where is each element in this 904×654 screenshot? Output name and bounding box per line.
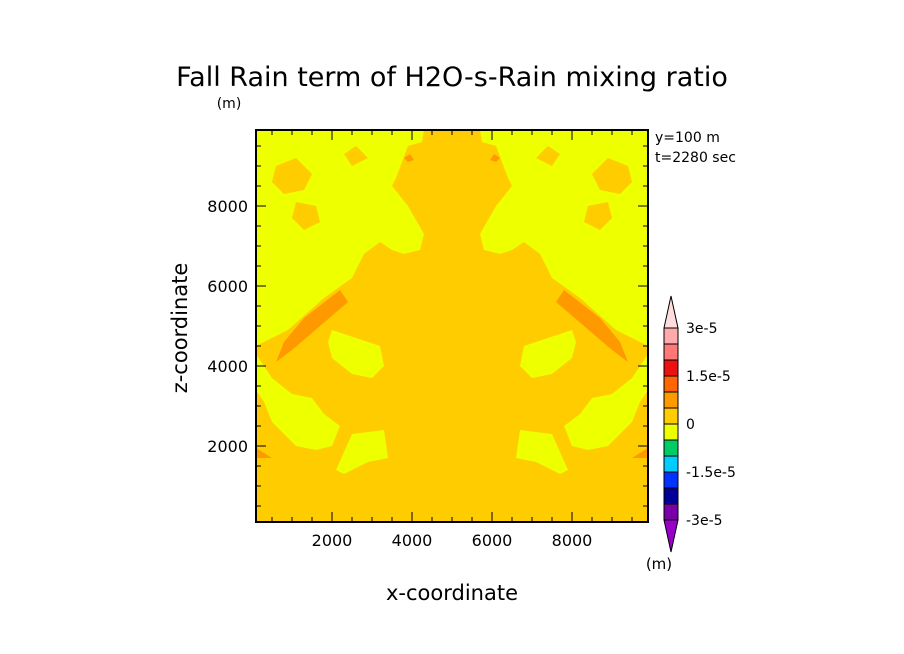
colorbar-tick-label: -3e-5 [686, 513, 723, 529]
colorbar-tick-label: 0 [686, 417, 695, 433]
contour-right-orange-streak [556, 290, 628, 362]
colorbar-units: (m) [646, 555, 672, 573]
colorbar-bin [663, 343, 679, 361]
x-axis-label: x-coordinate [386, 581, 518, 605]
colorbar: 3e-5 1.5e-5 0 -1.5e-5 -3e-5 [663, 295, 736, 553]
contour-left-top-small-gold [344, 146, 368, 166]
colorbar-bin [663, 487, 679, 505]
contour-right-top-small-gold [536, 146, 560, 166]
contour-right-top-orange-patch [592, 158, 632, 194]
colorbar-tick-label: -1.5e-5 [686, 465, 736, 481]
colorbar-bin [663, 407, 679, 425]
contour-left-orange-streak [276, 290, 348, 362]
colorbar-bin [663, 295, 679, 329]
colorbar-bin [663, 519, 679, 553]
contour-right-tiny-orange [490, 154, 500, 162]
colorbar-bin [663, 375, 679, 393]
contour-left-orange-spot [256, 448, 272, 458]
axis-frame: 2000 4000 6000 8000 2000 4000 6000 8000 [207, 129, 649, 550]
contour-right-mid-yellow-blob [520, 330, 576, 378]
colorbar-bin [663, 471, 679, 489]
y-tick-label: 2000 [207, 437, 248, 456]
x-tick-label: 8000 [552, 531, 593, 550]
y-tick-label: 8000 [207, 197, 248, 216]
colorbar-bin [663, 439, 679, 457]
colorbar-bin [663, 503, 679, 521]
colorbar-tick-label: 3e-5 [686, 321, 717, 337]
contour-lower-left-yellow-blob [256, 354, 340, 450]
contour-left-lower-yellow-blob [336, 430, 388, 474]
plot-area [256, 130, 648, 522]
contour-right-small-gold-blob [584, 202, 612, 230]
annotation-t: t=2280 sec [655, 150, 736, 166]
y-axis-label: z-coordinate [168, 263, 192, 394]
x-tick-label: 6000 [472, 531, 513, 550]
colorbar-bin [663, 391, 679, 409]
colorbar-bin [663, 455, 679, 473]
colorbar-bin [663, 359, 679, 377]
title-units: (m) [217, 96, 242, 112]
chart-title: Fall Rain term of H2O-s-Rain mixing rati… [176, 62, 728, 93]
colorbar-bin [663, 423, 679, 441]
y-tick-label: 6000 [207, 277, 248, 296]
contour-right-lower-small-yellow [516, 430, 568, 474]
annotation-y: y=100 m [655, 130, 720, 146]
colorbar-bin [663, 327, 679, 345]
x-tick-label: 4000 [392, 531, 433, 550]
contour-left-small-gold-blob [292, 202, 320, 230]
contour-left-tiny-orange [404, 154, 414, 162]
contour-left-mid-yellow-blob [328, 330, 384, 378]
contour-right-orange-spot [632, 448, 648, 458]
contour-left-top-orange-patch [272, 158, 312, 194]
colorbar-tick-label: 1.5e-5 [686, 369, 731, 385]
x-tick-label: 2000 [312, 531, 353, 550]
y-tick-label: 4000 [207, 357, 248, 376]
contour-right-lower-yellow-blob [564, 354, 648, 450]
